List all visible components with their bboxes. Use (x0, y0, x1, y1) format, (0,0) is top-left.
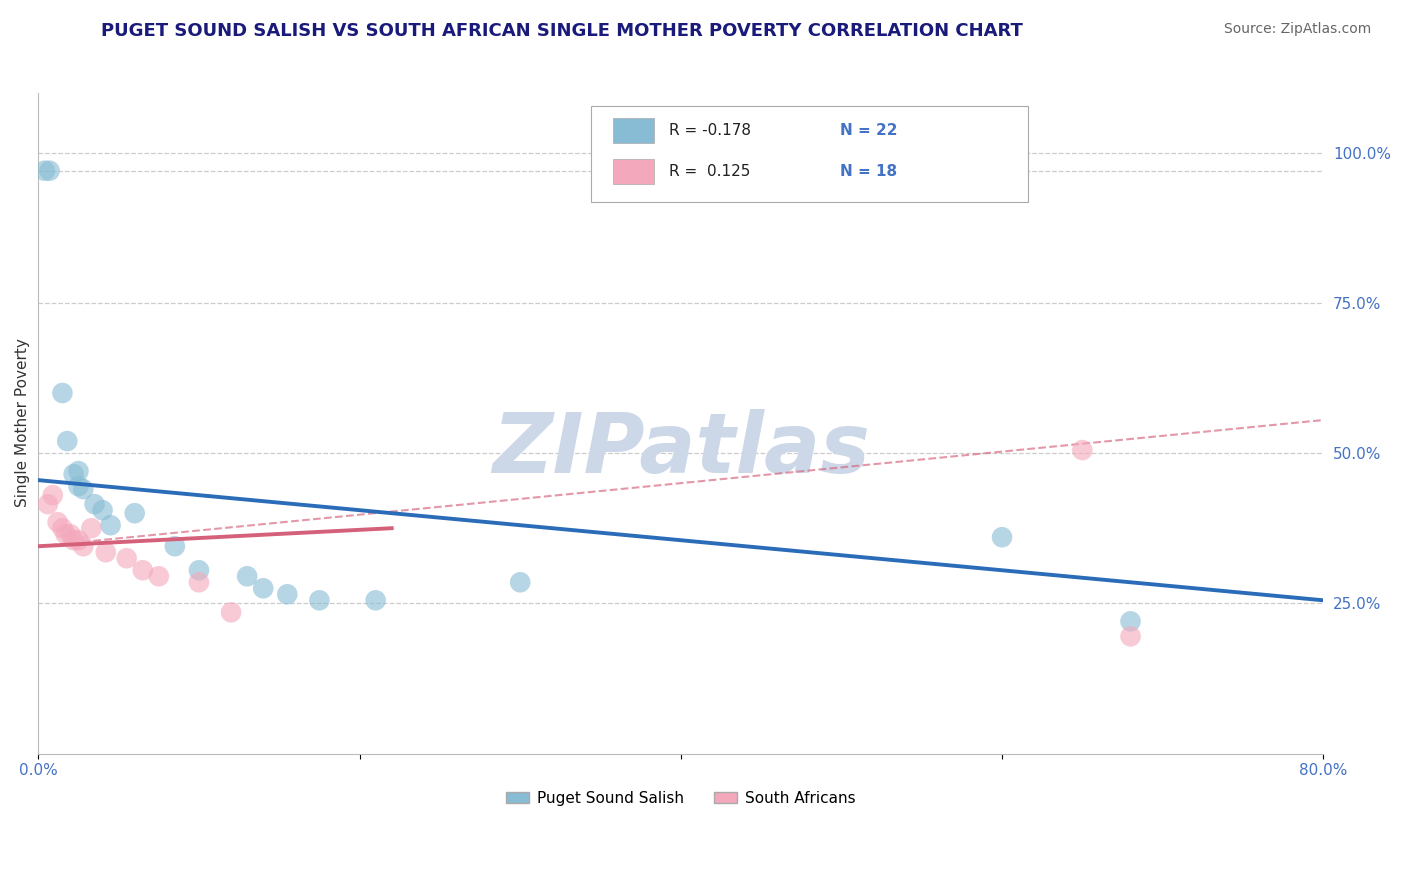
Point (219, 605, 242, 619)
Point (67, 479, 90, 493)
Text: N = 22: N = 22 (841, 123, 897, 137)
Point (42, 488, 65, 502)
Text: PUGET SOUND SALISH VS SOUTH AFRICAN SINGLE MOTHER POVERTY CORRELATION CHART: PUGET SOUND SALISH VS SOUTH AFRICAN SING… (101, 22, 1024, 40)
Point (94, 545, 117, 559)
Point (188, 563, 211, 577)
Point (308, 593, 330, 607)
Text: R =  0.125: R = 0.125 (669, 164, 751, 179)
Point (62, 467, 84, 482)
Point (276, 587, 298, 601)
Point (62, 533, 84, 548)
Point (67, 533, 90, 548)
Point (1071, 443, 1094, 458)
Point (56, 434, 79, 448)
FancyBboxPatch shape (613, 160, 654, 185)
Point (67, 464, 90, 478)
Point (991, 530, 1014, 544)
Point (72, 539, 94, 553)
Point (236, 569, 259, 583)
Point (1119, 629, 1142, 643)
Point (509, 575, 531, 590)
Point (100, 518, 122, 533)
Text: R = -0.178: R = -0.178 (669, 123, 751, 137)
Point (124, 506, 146, 520)
Legend: Puget Sound Salish, South Africans: Puget Sound Salish, South Africans (501, 785, 862, 812)
Point (55, 527, 77, 541)
Point (364, 593, 387, 607)
Point (51, 386, 73, 401)
FancyBboxPatch shape (613, 118, 654, 143)
Point (38, 163, 60, 178)
Y-axis label: Single Mother Poverty: Single Mother Poverty (15, 339, 30, 508)
Point (83, 497, 105, 511)
Point (132, 563, 155, 577)
Point (59, 527, 82, 541)
Point (188, 575, 211, 590)
Point (46, 515, 69, 529)
Point (148, 569, 170, 583)
Point (51, 521, 73, 535)
Point (80, 521, 103, 535)
Point (37, 497, 59, 511)
Point (91, 503, 114, 517)
Text: Source: ZipAtlas.com: Source: ZipAtlas.com (1223, 22, 1371, 37)
Text: ZIPatlas: ZIPatlas (492, 409, 870, 490)
Point (72, 482, 94, 496)
Point (1119, 615, 1142, 629)
Point (252, 582, 274, 596)
Text: N = 18: N = 18 (841, 164, 897, 179)
FancyBboxPatch shape (591, 106, 1028, 202)
Point (115, 551, 138, 566)
Point (163, 539, 186, 553)
Point (34, 163, 56, 178)
